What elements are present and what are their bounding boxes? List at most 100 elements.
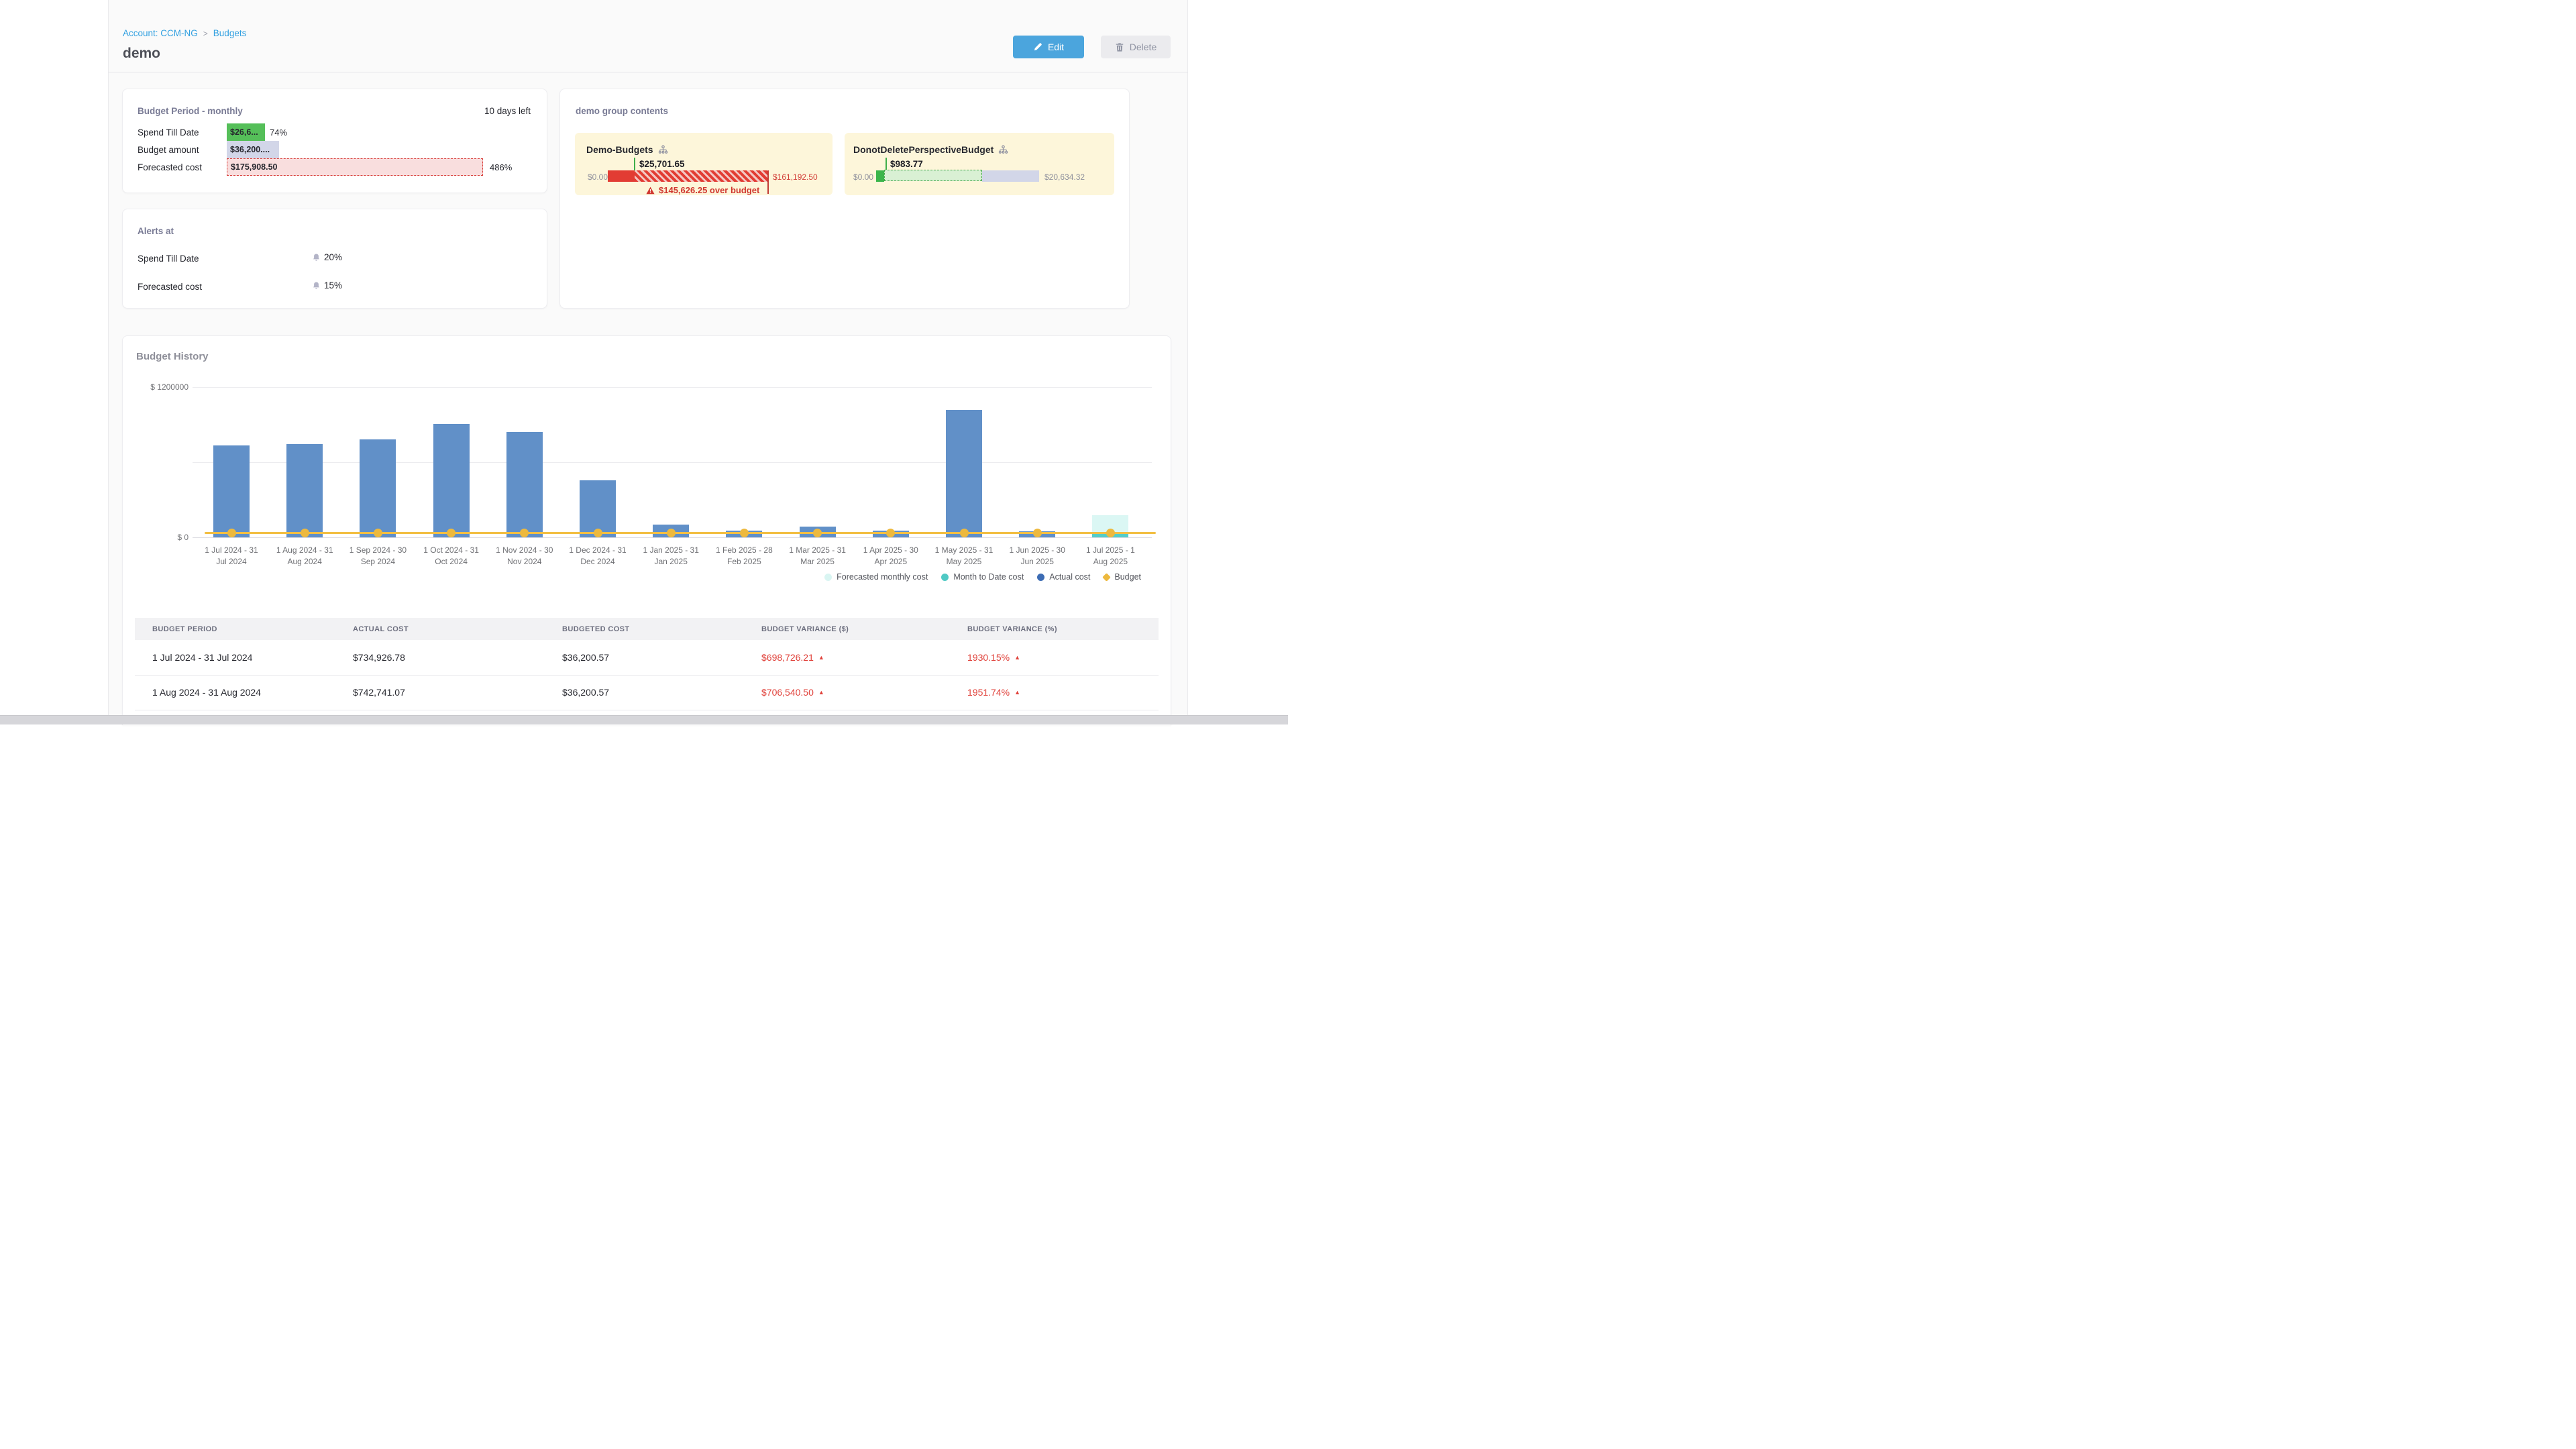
legend-item[interactable]: Month to Date cost xyxy=(941,572,1024,582)
x-axis-tick: Feb 2025 xyxy=(727,557,761,566)
legend-label: Budget xyxy=(1114,572,1141,582)
over-budget-alert: $145,626.25 over budget xyxy=(646,185,759,195)
table-row: 1 Aug 2024 - 31 Aug 2024 $742,741.07 $36,2… xyxy=(135,675,1159,710)
variance-up-icon: ▲ xyxy=(1014,689,1020,696)
legend-item[interactable]: Budget xyxy=(1102,572,1141,582)
donotdelete-bar-remaining xyxy=(982,170,1039,182)
x-axis-tick: Sep 2024 xyxy=(360,557,396,566)
delete-button[interactable]: Delete xyxy=(1101,36,1171,58)
forecasted-cost-bar: $175,908.50 xyxy=(227,158,483,176)
forecasted-cost-label: Forecasted cost xyxy=(138,162,203,172)
cell-value: $36,200.57 xyxy=(562,652,610,663)
x-axis-tick: 1 May 2025 - 31 xyxy=(934,545,994,555)
spend-marker-line xyxy=(634,158,635,180)
x-axis-line xyxy=(193,537,1152,538)
x-axis-tick: 1 Oct 2024 - 31 xyxy=(423,545,479,555)
edit-button[interactable]: Edit xyxy=(1013,36,1084,58)
donotdelete-max: $20,634.32 xyxy=(1044,172,1085,182)
table-column-header: BUDGET VARIANCE ($) xyxy=(761,625,849,633)
bar-actual-cost xyxy=(213,445,250,537)
x-axis-tick: 1 Feb 2025 - 28 xyxy=(716,545,773,555)
alerts-card: Alerts at Spend Till Date 20% Forecasted… xyxy=(122,209,547,309)
table-column-header: ACTUAL COST xyxy=(353,625,409,633)
table-cell: $36,200.57 xyxy=(562,675,609,710)
demo-budgets-name[interactable]: Demo-Budgets xyxy=(586,144,668,155)
budget-history-card: Budget History $ 1200000 $ 0 Forecasted … xyxy=(122,335,1171,725)
budget-card-demo-budgets[interactable] xyxy=(575,133,833,195)
budget-line-marker xyxy=(886,528,896,537)
demo-budgets-bar-striped xyxy=(635,170,767,182)
demo-budgets-max: $161,192.50 xyxy=(773,172,818,182)
budget-line-marker xyxy=(300,528,309,537)
table-cell: $734,926.78 xyxy=(353,640,405,675)
alert-spend-label: Spend Till Date xyxy=(138,254,199,264)
budget-line-marker xyxy=(227,528,236,537)
breadcrumb-separator: > xyxy=(203,29,208,38)
x-axis-tick: 1 Jan 2025 - 31 xyxy=(643,545,699,555)
horizontal-scrollbar[interactable] xyxy=(0,715,1288,724)
hierarchy-icon xyxy=(998,145,1008,155)
forecasted-cost-percent: 486% xyxy=(490,162,513,172)
alert-forecast-value: 15% xyxy=(324,280,343,290)
cell-value: $706,540.50 xyxy=(761,687,814,698)
alerts-title: Alerts at xyxy=(138,226,174,236)
budget-line-marker xyxy=(1032,528,1042,537)
legend-label: Forecasted monthly cost xyxy=(837,572,928,582)
bell-icon xyxy=(312,253,321,262)
cell-value: 1951.74% xyxy=(967,687,1010,698)
budget-limit-line xyxy=(767,170,769,194)
budget-line-marker xyxy=(373,528,382,537)
breadcrumb-account-link[interactable]: Account: CCM-NG xyxy=(123,28,198,38)
budget-card-donotdelete[interactable] xyxy=(845,133,1114,195)
budget-amount-bar: $36,200.... xyxy=(227,141,279,158)
x-axis-tick: Aug 2024 xyxy=(287,557,322,566)
budget-history-title: Budget History xyxy=(136,351,209,362)
x-axis-tick: 1 Nov 2024 - 30 xyxy=(496,545,553,555)
delete-button-label: Delete xyxy=(1129,42,1157,52)
group-contents-card: demo group contents Demo-Budgets $25,701… xyxy=(559,89,1130,309)
budget-line-marker xyxy=(666,528,676,537)
donotdelete-name-label: DonotDeletePerspectiveBudget xyxy=(853,144,994,155)
breadcrumb: Account: CCM-NG > Budgets xyxy=(123,28,246,38)
variance-up-icon: ▲ xyxy=(1014,654,1020,661)
over-budget-text: $145,626.25 over budget xyxy=(659,185,760,195)
donotdelete-name[interactable]: DonotDeletePerspectiveBudget xyxy=(853,144,1008,155)
x-axis-tick: 1 Mar 2025 - 31 xyxy=(789,545,846,555)
table-cell: 1 Jul 2024 - 31 Jul 2024 xyxy=(152,640,252,675)
table-cell: $706,540.50 ▲ xyxy=(761,675,824,710)
x-axis-tick: 1 Apr 2025 - 30 xyxy=(863,545,918,555)
budget-line-marker xyxy=(959,528,969,537)
demo-budgets-min: $0.00 xyxy=(588,172,608,182)
chart-legend: Forecasted monthly cost Month to Date cos… xyxy=(824,572,1141,582)
cell-value: $36,200.57 xyxy=(562,687,610,698)
cell-value: 1 Jul 2024 - 31 Jul 2024 xyxy=(152,652,253,663)
trash-icon xyxy=(1115,42,1124,52)
x-axis-tick: 1 Jul 2024 - 31 xyxy=(205,545,258,555)
table-column-header: BUDGET PERIOD xyxy=(152,625,217,633)
table-cell: $742,741.07 xyxy=(353,675,405,710)
x-axis-tick: Jun 2025 xyxy=(1020,557,1054,566)
budget-period-title: Budget Period - monthly xyxy=(138,106,243,116)
alert-forecast-value-wrap: 15% xyxy=(312,280,342,290)
table-cell: 1951.74% ▲ xyxy=(967,675,1020,710)
alert-spend-value: 20% xyxy=(324,252,343,262)
x-axis-tick: Dec 2024 xyxy=(580,557,615,566)
table-header: BUDGET PERIOD ACTUAL COST BUDGETED COST BUD… xyxy=(135,618,1159,640)
cell-value: $734,926.78 xyxy=(353,652,405,663)
legend-diamond-swatch xyxy=(1102,572,1112,582)
breadcrumb-budgets-link[interactable]: Budgets xyxy=(213,28,247,38)
x-axis-tick: Apr 2025 xyxy=(874,557,908,566)
budget-line-series xyxy=(205,532,1156,534)
hierarchy-icon xyxy=(658,145,668,155)
table-cell: $36,200.57 xyxy=(562,640,609,675)
edit-button-label: Edit xyxy=(1047,42,1065,52)
x-axis-tick: Mar 2025 xyxy=(800,557,835,566)
legend-item[interactable]: Actual cost xyxy=(1037,572,1090,582)
legend-item[interactable]: Forecasted monthly cost xyxy=(824,572,928,582)
cell-value: $742,741.07 xyxy=(353,687,405,698)
table-cell: $698,726.21 ▲ xyxy=(761,640,824,675)
spend-till-date-percent: 74% xyxy=(270,127,288,138)
cell-value: $698,726.21 xyxy=(761,652,814,663)
demo-budgets-name-label: Demo-Budgets xyxy=(586,144,653,155)
budget-line-marker xyxy=(520,528,529,537)
